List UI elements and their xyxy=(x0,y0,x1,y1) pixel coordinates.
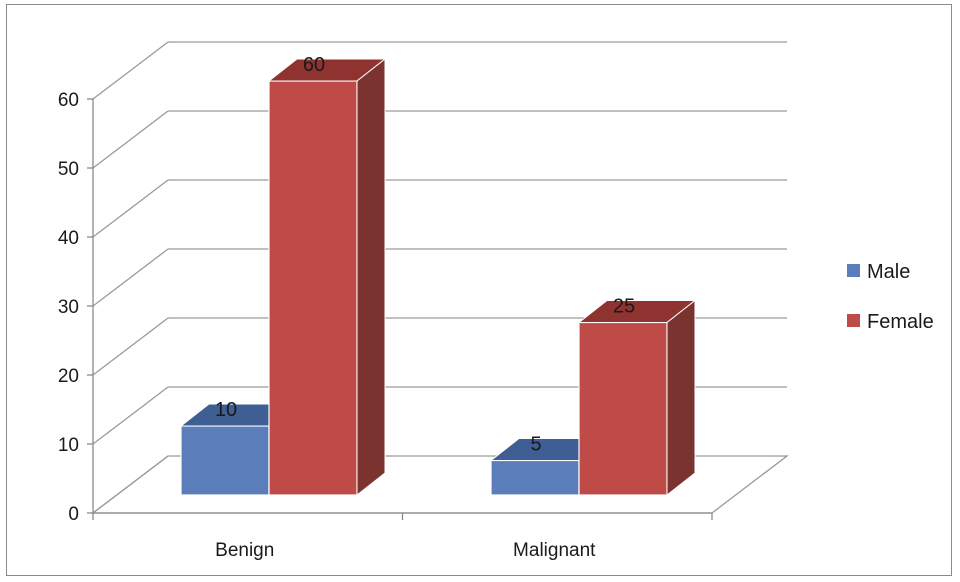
bar-female-side xyxy=(666,299,696,497)
gridline-diagonal xyxy=(92,317,169,376)
bar-female-front xyxy=(268,80,358,496)
y-tick-label: 10 xyxy=(58,435,79,456)
category-label: Malignant xyxy=(513,540,596,561)
legend-label: Male xyxy=(867,261,910,283)
y-tick-label: 40 xyxy=(58,228,79,249)
legend: Male Female xyxy=(847,261,934,333)
bar-female-front xyxy=(578,321,668,496)
chart-frame xyxy=(6,4,952,576)
data-labels: 10 60 5 25 xyxy=(215,54,635,456)
bars xyxy=(179,57,697,497)
gridline-diagonal xyxy=(92,248,169,307)
data-label: 10 xyxy=(215,399,237,421)
legend-swatch-female xyxy=(847,314,860,327)
legend-swatch-male xyxy=(847,264,860,277)
gridline-diagonal xyxy=(92,41,169,100)
bar-male-front xyxy=(180,425,270,496)
bar-male-front xyxy=(490,459,580,496)
y-tick-label: 0 xyxy=(68,504,79,525)
data-label: 25 xyxy=(613,296,635,318)
y-tick-label: 60 xyxy=(58,90,79,111)
y-tick-label: 30 xyxy=(58,297,79,318)
axes: 0 10 20 30 40 50 60 Benign Malignant xyxy=(58,90,713,561)
y-tick-label: 50 xyxy=(58,159,79,180)
bar-female-side xyxy=(356,57,386,497)
gridline-diagonal xyxy=(92,110,169,169)
gridline-diagonal xyxy=(92,179,169,238)
gridline-diagonal xyxy=(92,386,169,445)
category-label: Benign xyxy=(215,540,274,561)
legend-label: Female xyxy=(867,311,934,333)
data-label: 60 xyxy=(303,54,325,76)
data-label: 5 xyxy=(530,434,541,456)
y-tick-label: 20 xyxy=(58,366,79,387)
